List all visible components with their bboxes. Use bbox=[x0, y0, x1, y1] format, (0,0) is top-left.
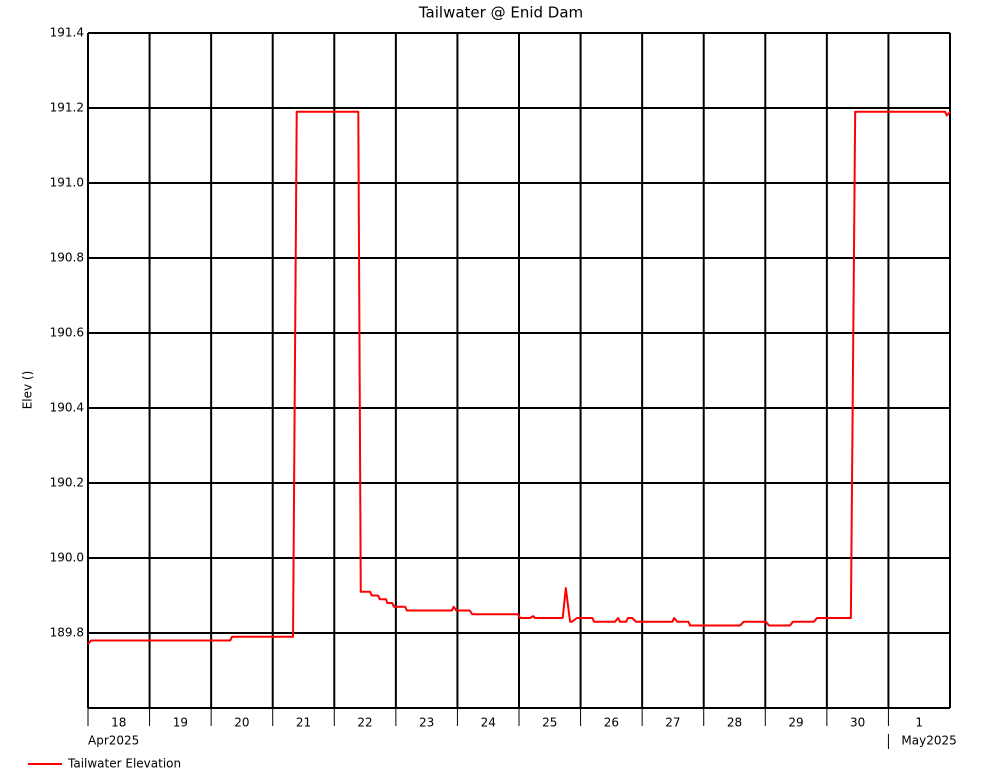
y-tick-label: 190.2 bbox=[50, 476, 84, 490]
data-line bbox=[87, 110, 951, 645]
x-tick-label: 21 bbox=[296, 716, 311, 730]
x-tick-label: 28 bbox=[727, 716, 742, 730]
x-tick-label: 25 bbox=[542, 716, 557, 730]
x-tick-label: 22 bbox=[357, 716, 372, 730]
y-tick-label: 191.0 bbox=[50, 176, 84, 190]
x-tick-label: 1 bbox=[915, 716, 923, 730]
x-tick-label: 26 bbox=[604, 716, 619, 730]
y-tick-label: 191.4 bbox=[50, 26, 84, 40]
chart-title: Tailwater @ Enid Dam bbox=[418, 4, 583, 22]
y-tick-label: 190.8 bbox=[50, 251, 84, 265]
y-tick-label: 190.0 bbox=[50, 551, 84, 565]
y-tick-label: 189.8 bbox=[50, 626, 84, 640]
y-tick-label: 191.2 bbox=[50, 101, 84, 115]
x-tick-label: 24 bbox=[481, 716, 496, 730]
month-label: Apr2025 bbox=[88, 734, 139, 748]
legend-label: Tailwater Elevation bbox=[67, 757, 181, 771]
x-tick-label: 30 bbox=[850, 716, 865, 730]
x-tick-label: 29 bbox=[788, 716, 803, 730]
month-label: May2025 bbox=[901, 734, 956, 748]
x-tick-label: 23 bbox=[419, 716, 434, 730]
y-axis-label: Elev () bbox=[21, 371, 35, 410]
y-tick-label: 190.6 bbox=[50, 326, 84, 340]
x-tick-label: 27 bbox=[665, 716, 680, 730]
x-tick-label: 20 bbox=[234, 716, 249, 730]
x-tick-label: 18 bbox=[111, 716, 126, 730]
y-tick-label: 190.4 bbox=[50, 401, 84, 415]
x-tick-label: 19 bbox=[173, 716, 188, 730]
